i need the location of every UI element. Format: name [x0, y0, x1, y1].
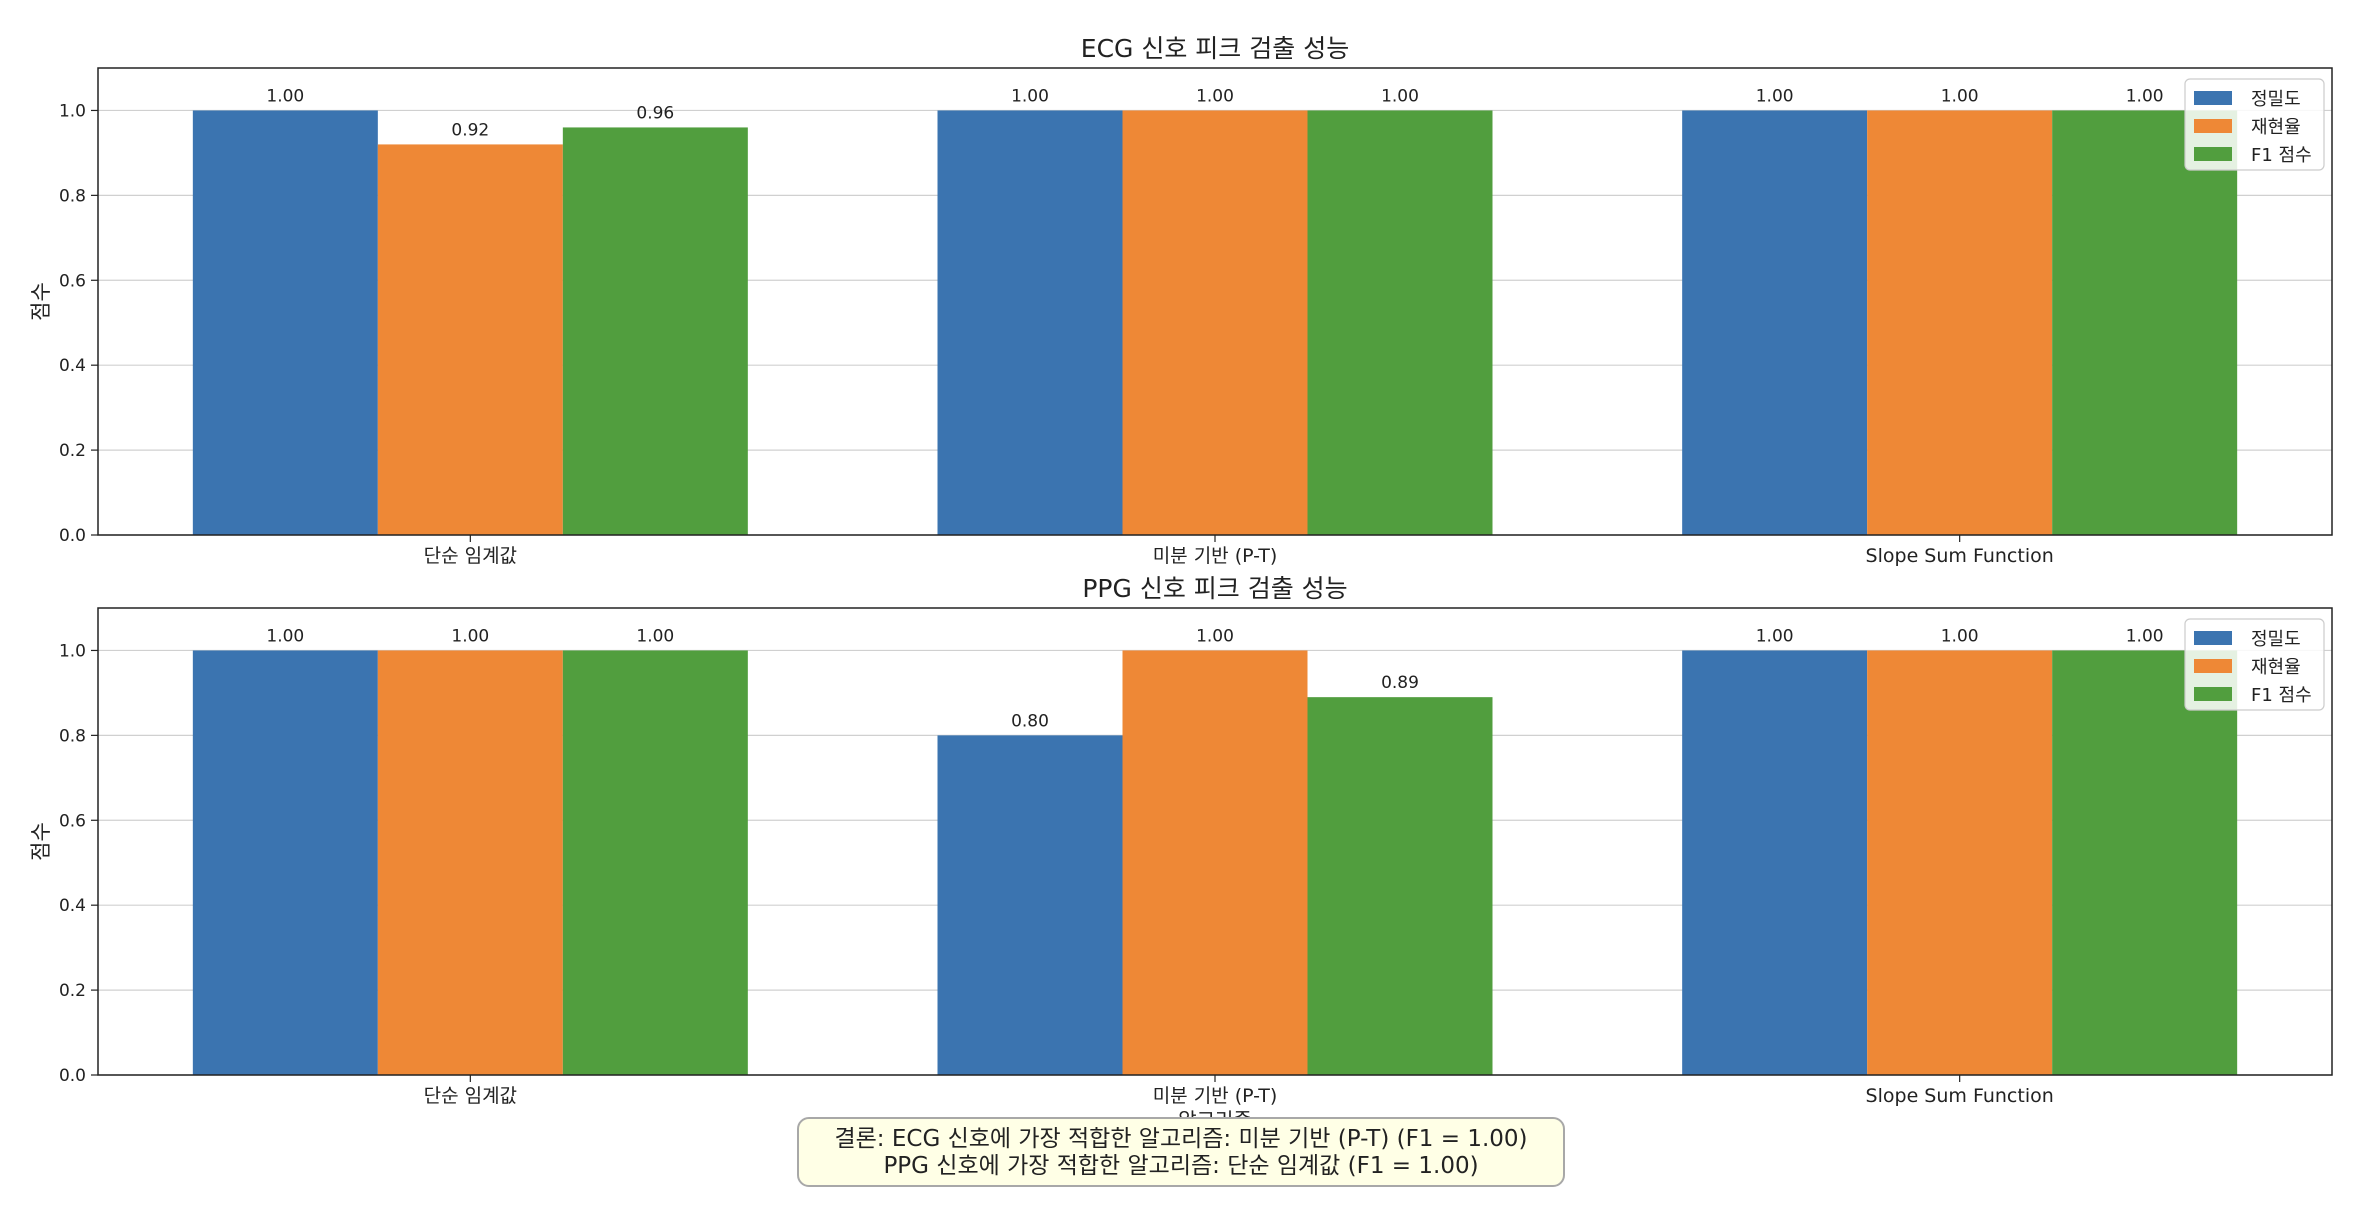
legend-swatch-recall — [2194, 119, 2232, 133]
x-tick-label: 단순 임계값 — [424, 545, 517, 567]
x-tick-label: 미분 기반 (P-T) — [1153, 545, 1278, 567]
bar-precision — [937, 735, 1123, 1075]
y-tick-label: 1.0 — [59, 641, 86, 661]
bar-f1 — [1307, 697, 1493, 1075]
bar-f1 — [2052, 650, 2238, 1075]
legend-entry-label: 재현율 — [2251, 117, 2301, 138]
bar-recall — [1122, 110, 1308, 536]
bar-value-label: 1.00 — [1196, 626, 1234, 646]
bar-value-label: 1.00 — [266, 86, 304, 106]
bar-value-label: 1.00 — [1011, 86, 1049, 106]
bar-precision — [192, 110, 378, 536]
chart-title: ECG 신호 피크 검출 성능 — [1081, 34, 1349, 63]
legend-swatch-f1 — [2194, 687, 2232, 701]
bar-value-label: 1.00 — [1941, 626, 1979, 646]
y-tick-label: 0.8 — [59, 726, 86, 746]
bar-value-label: 1.00 — [1756, 626, 1794, 646]
bar-recall — [1867, 110, 2053, 536]
legend-swatch-recall — [2194, 659, 2232, 673]
bar-precision — [1682, 110, 1868, 536]
x-tick-label: 단순 임계값 — [424, 1085, 517, 1107]
bar-value-label: 1.00 — [266, 626, 304, 646]
bar-precision — [192, 650, 378, 1075]
legend-swatch-precision — [2194, 91, 2232, 105]
conclusion-box: 결론: ECG 신호에 가장 적합한 알고리즘: 미분 기반 (P-T) (F1… — [797, 1117, 1565, 1187]
chart-title: PPG 신호 피크 검출 성능 — [1082, 574, 1347, 603]
legend-entry-label: 정밀도 — [2251, 629, 2301, 650]
bar-recall — [1122, 650, 1308, 1075]
y-tick-label: 0.4 — [59, 356, 86, 376]
bar-recall — [1867, 650, 2053, 1075]
y-axis-label: 점수 — [29, 282, 53, 321]
y-tick-label: 0.8 — [59, 186, 86, 206]
legend-entry-label: 재현율 — [2251, 657, 2301, 678]
bar-precision — [937, 110, 1123, 536]
chart-panel-2: 0.0 0.2 0.4 0.6 0.8 1.0 1.00 1.00 1.00 단순 임계값 0.80… — [29, 574, 2333, 1132]
bar-value-label: 1.00 — [2126, 626, 2164, 646]
legend-entry-label: F1 점수 — [2251, 685, 2312, 706]
axes-frame — [97, 607, 2333, 1076]
y-tick-label: 0.6 — [59, 271, 86, 291]
bar-value-label: 0.96 — [636, 103, 674, 123]
bar-f1 — [562, 650, 748, 1075]
legend-swatch-precision — [2194, 631, 2232, 645]
bar-value-label: 1.00 — [636, 626, 674, 646]
y-tick-label: 0.2 — [59, 441, 86, 461]
bar-recall — [377, 650, 563, 1075]
bar-value-label: 0.92 — [451, 120, 489, 140]
legend-entry-label: F1 점수 — [2251, 145, 2312, 166]
legend-entry-label: 정밀도 — [2251, 89, 2301, 110]
y-tick-label: 1.0 — [59, 101, 86, 121]
conclusion-line-2: PPG 신호에 가장 적합한 알고리즘: 단순 임계값 (F1 = 1.00) — [883, 1153, 1479, 1179]
bar-f1 — [562, 127, 748, 535]
axes-frame — [97, 67, 2333, 536]
x-tick-label: Slope Sum Function — [1866, 1085, 2054, 1107]
bar-value-label: 0.80 — [1011, 711, 1049, 731]
y-tick-label: 0.0 — [59, 1066, 86, 1086]
y-tick-label: 0.2 — [59, 981, 86, 1001]
bar-value-label: 1.00 — [451, 626, 489, 646]
x-tick-label: 미분 기반 (P-T) — [1153, 1085, 1278, 1107]
y-tick-label: 0.6 — [59, 811, 86, 831]
conclusion-line-1: 결론: ECG 신호에 가장 적합한 알고리즘: 미분 기반 (P-T) (F1… — [834, 1126, 1528, 1152]
y-tick-label: 0.0 — [59, 526, 86, 546]
bar-value-label: 1.00 — [1941, 86, 1979, 106]
bar-recall — [377, 144, 563, 535]
legend-swatch-f1 — [2194, 147, 2232, 161]
y-tick-label: 0.4 — [59, 896, 86, 916]
bar-value-label: 1.00 — [1756, 86, 1794, 106]
chart-panel-1: 0.0 0.2 0.4 0.6 0.8 1.0 1.00 0.92 0.96 단순 임계값 1.00… — [29, 34, 2333, 567]
y-axis-label: 점수 — [29, 822, 53, 861]
bar-value-label: 0.89 — [1381, 673, 1419, 693]
bar-value-label: 1.00 — [2126, 86, 2164, 106]
bar-value-label: 1.00 — [1196, 86, 1234, 106]
bar-value-label: 1.00 — [1381, 86, 1419, 106]
x-tick-label: Slope Sum Function — [1866, 545, 2054, 567]
bar-f1 — [1307, 110, 1493, 536]
bar-f1 — [2052, 110, 2238, 536]
bar-precision — [1682, 650, 1868, 1075]
